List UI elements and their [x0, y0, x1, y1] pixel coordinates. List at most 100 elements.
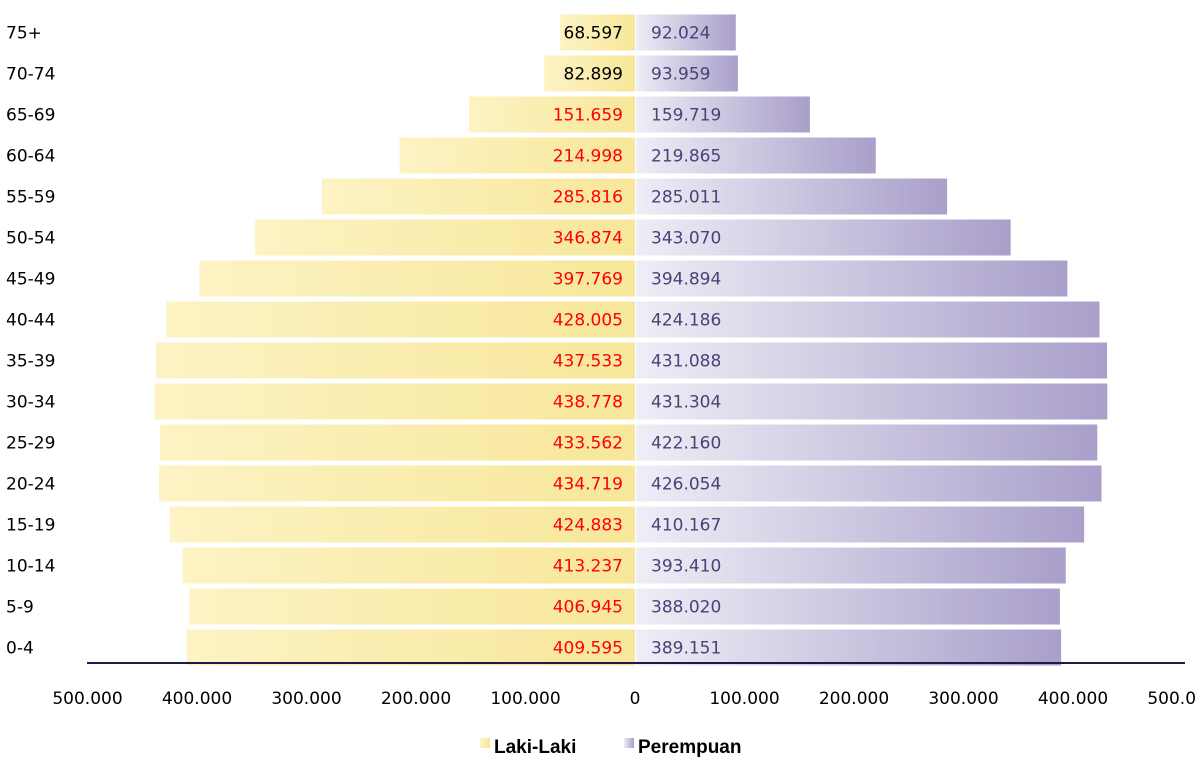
label-laki-laki-45-49: 397.769 — [553, 270, 623, 290]
legend-label-laki-laki: Laki-Laki — [494, 737, 576, 757]
category-label-65-69: 65-69 — [6, 106, 55, 126]
label-perempuan-35-39: 431.088 — [651, 352, 721, 372]
bar-perempuan-30-34 — [636, 383, 1108, 420]
x-tick-labels-group: 500.000 400.000 300.000 200.000 100.000 0 100.… — [52, 689, 1195, 709]
label-perempuan-75plus: 92.024 — [651, 24, 710, 44]
label-laki-laki-25-29: 433.562 — [553, 434, 623, 454]
category-labels-group: 0-4 5-9 10-14 15-19 20-24 25-29 30-34 35-39 40-4… — [6, 24, 55, 659]
x-tick-label-2: 300.000 — [271, 689, 341, 709]
bar-perempuan-55-59 — [636, 178, 948, 215]
x-tick-label-9: 400.000 — [1038, 689, 1108, 709]
x-tick-label-1: 400.000 — [162, 689, 232, 709]
bar-laki-laki-45-49 — [199, 260, 636, 297]
category-label-20-24: 20-24 — [6, 475, 55, 495]
label-laki-laki-75plus: 68.597 — [564, 24, 623, 44]
label-laki-laki-20-24: 434.719 — [553, 475, 623, 495]
label-laki-laki-65-69: 151.659 — [553, 106, 623, 126]
category-label-10-14: 10-14 — [6, 557, 55, 577]
label-perempuan-70-74: 93.959 — [651, 65, 710, 85]
label-laki-laki-10-14: 413.237 — [553, 557, 623, 577]
label-perempuan-5-9: 388.020 — [651, 598, 721, 618]
bar-perempuan-60-64 — [636, 137, 876, 174]
label-perempuan-30-34: 431.304 — [651, 393, 721, 413]
bar-laki-laki-50-54 — [255, 219, 635, 256]
bar-perempuan-40-44 — [636, 301, 1100, 338]
bar-labels-group: 409.595 389.151 406.945 388.020 413.237 393.4… — [553, 24, 722, 659]
bar-perempuan-70-74 — [636, 55, 738, 92]
bars-group — [154, 14, 1108, 666]
bar-perempuan-15-19 — [636, 506, 1085, 543]
category-label-45-49: 45-49 — [6, 270, 55, 290]
bar-laki-laki-30-34 — [154, 383, 635, 420]
legend-label-perempuan: Perempuan — [638, 737, 741, 757]
label-perempuan-55-59: 285.011 — [651, 188, 721, 208]
bar-laki-laki-65-69 — [468, 96, 635, 133]
bar-laki-laki-75plus — [559, 14, 635, 51]
label-perempuan-10-14: 393.410 — [651, 557, 721, 577]
x-tick-label-10: 500.000 — [1147, 689, 1195, 709]
category-label-25-29: 25-29 — [6, 434, 55, 454]
x-tick-label-8: 300.000 — [928, 689, 998, 709]
bar-perempuan-35-39 — [636, 342, 1108, 379]
legend-swatch-perempuan — [624, 738, 634, 748]
bar-laki-laki-10-14 — [182, 547, 635, 584]
label-laki-laki-60-64: 214.998 — [553, 147, 623, 167]
label-laki-laki-70-74: 82.899 — [564, 65, 623, 85]
category-label-55-59: 55-59 — [6, 188, 55, 208]
label-perempuan-0-4: 389.151 — [651, 639, 721, 659]
label-perempuan-25-29: 422.160 — [651, 434, 721, 454]
label-perempuan-60-64: 219.865 — [651, 147, 721, 167]
category-label-70-74: 70-74 — [6, 65, 55, 85]
bar-laki-laki-55-59 — [322, 178, 635, 215]
label-perempuan-50-54: 343.070 — [651, 229, 721, 249]
bar-perempuan-25-29 — [636, 424, 1098, 461]
label-perempuan-45-49: 394.894 — [651, 270, 721, 290]
x-tick-label-6: 100.000 — [709, 689, 779, 709]
x-tick-label-3: 200.000 — [381, 689, 451, 709]
bar-laki-laki-25-29 — [160, 424, 635, 461]
bar-perempuan-0-4 — [636, 629, 1062, 666]
category-label-35-39: 35-39 — [6, 352, 55, 372]
label-perempuan-65-69: 159.719 — [651, 106, 721, 126]
label-laki-laki-50-54: 346.874 — [553, 229, 623, 249]
label-laki-laki-15-19: 424.883 — [553, 516, 623, 536]
category-label-60-64: 60-64 — [6, 147, 55, 167]
bar-laki-laki-40-44 — [166, 301, 635, 338]
label-perempuan-15-19: 410.167 — [651, 516, 721, 536]
category-label-30-34: 30-34 — [6, 393, 55, 413]
bar-laki-laki-35-39 — [155, 342, 635, 379]
bar-laki-laki-20-24 — [158, 465, 635, 502]
label-perempuan-40-44: 424.186 — [651, 311, 721, 331]
bar-laki-laki-60-64 — [399, 137, 635, 174]
bar-perempuan-50-54 — [636, 219, 1011, 256]
x-tick-label-4: 100.000 — [490, 689, 560, 709]
category-label-50-54: 50-54 — [6, 229, 55, 249]
category-label-75plus: 75+ — [6, 24, 42, 44]
bar-laki-laki-15-19 — [169, 506, 635, 543]
bar-perempuan-5-9 — [636, 588, 1060, 625]
bar-perempuan-10-14 — [636, 547, 1066, 584]
bar-perempuan-75plus — [636, 14, 736, 51]
category-label-5-9: 5-9 — [6, 598, 34, 618]
legend: Laki-Laki Perempuan — [480, 737, 741, 757]
category-label-15-19: 15-19 — [6, 516, 55, 536]
label-laki-laki-40-44: 428.005 — [553, 311, 623, 331]
label-laki-laki-35-39: 437.533 — [553, 352, 623, 372]
label-laki-laki-5-9: 406.945 — [553, 598, 623, 618]
bar-laki-laki-70-74 — [544, 55, 635, 92]
bar-perempuan-20-24 — [636, 465, 1102, 502]
category-label-0-4: 0-4 — [6, 639, 34, 659]
bar-perempuan-65-69 — [636, 96, 810, 133]
bar-perempuan-45-49 — [636, 260, 1068, 297]
label-perempuan-20-24: 426.054 — [651, 475, 721, 495]
label-laki-laki-30-34: 438.778 — [553, 393, 623, 413]
bar-laki-laki-5-9 — [189, 588, 636, 625]
category-label-40-44: 40-44 — [6, 311, 55, 331]
x-tick-label-7: 200.000 — [819, 689, 889, 709]
x-tick-label-0: 500.000 — [52, 689, 122, 709]
x-tick-label-5: 0 — [630, 689, 641, 709]
label-laki-laki-0-4: 409.595 — [553, 639, 623, 659]
label-laki-laki-55-59: 285.816 — [553, 188, 623, 208]
legend-swatch-laki-laki — [480, 738, 490, 748]
